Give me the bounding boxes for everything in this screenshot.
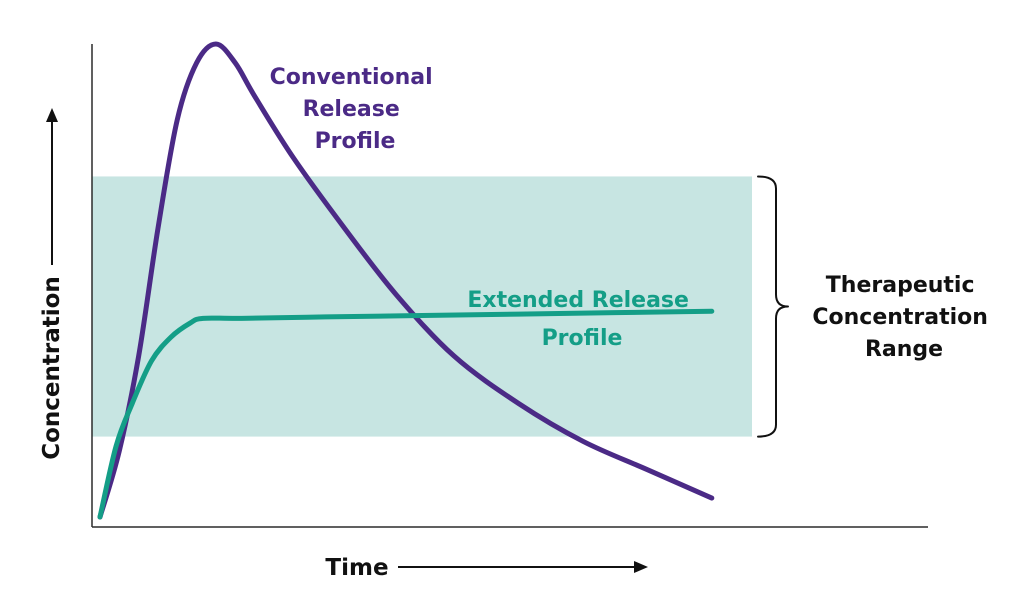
extended-label-line-2: Profile	[542, 326, 623, 351]
x-axis-label: Time	[325, 555, 388, 581]
therapeutic-range-line-1: Therapeutic	[826, 273, 975, 298]
y-axis-label: Concentration	[39, 276, 65, 460]
y-axis-arrow-head	[46, 108, 58, 122]
therapeutic-range-line-3: Range	[865, 337, 943, 362]
x-axis-arrow-head	[634, 561, 648, 573]
extended-release-curve	[97, 308, 715, 520]
therapeutic-band	[92, 176, 752, 437]
therapeutic-range-label: Therapeutic Concentration Range	[812, 273, 995, 362]
extended-release-label: Extended Release Profile	[467, 288, 696, 351]
conventional-label-line-2: Release	[303, 97, 400, 122]
conventional-label-line-1: Conventional	[270, 65, 433, 90]
therapeutic-range-line-2: Concentration	[812, 305, 988, 330]
conventional-release-label: Conventional Release Profile	[270, 65, 441, 154]
conventional-release-curve	[97, 41, 715, 520]
extended-label-line-1: Extended Release	[467, 288, 689, 313]
conventional-label-line-3: Profile	[315, 129, 396, 154]
therapeutic-range-bracket	[757, 175, 789, 438]
